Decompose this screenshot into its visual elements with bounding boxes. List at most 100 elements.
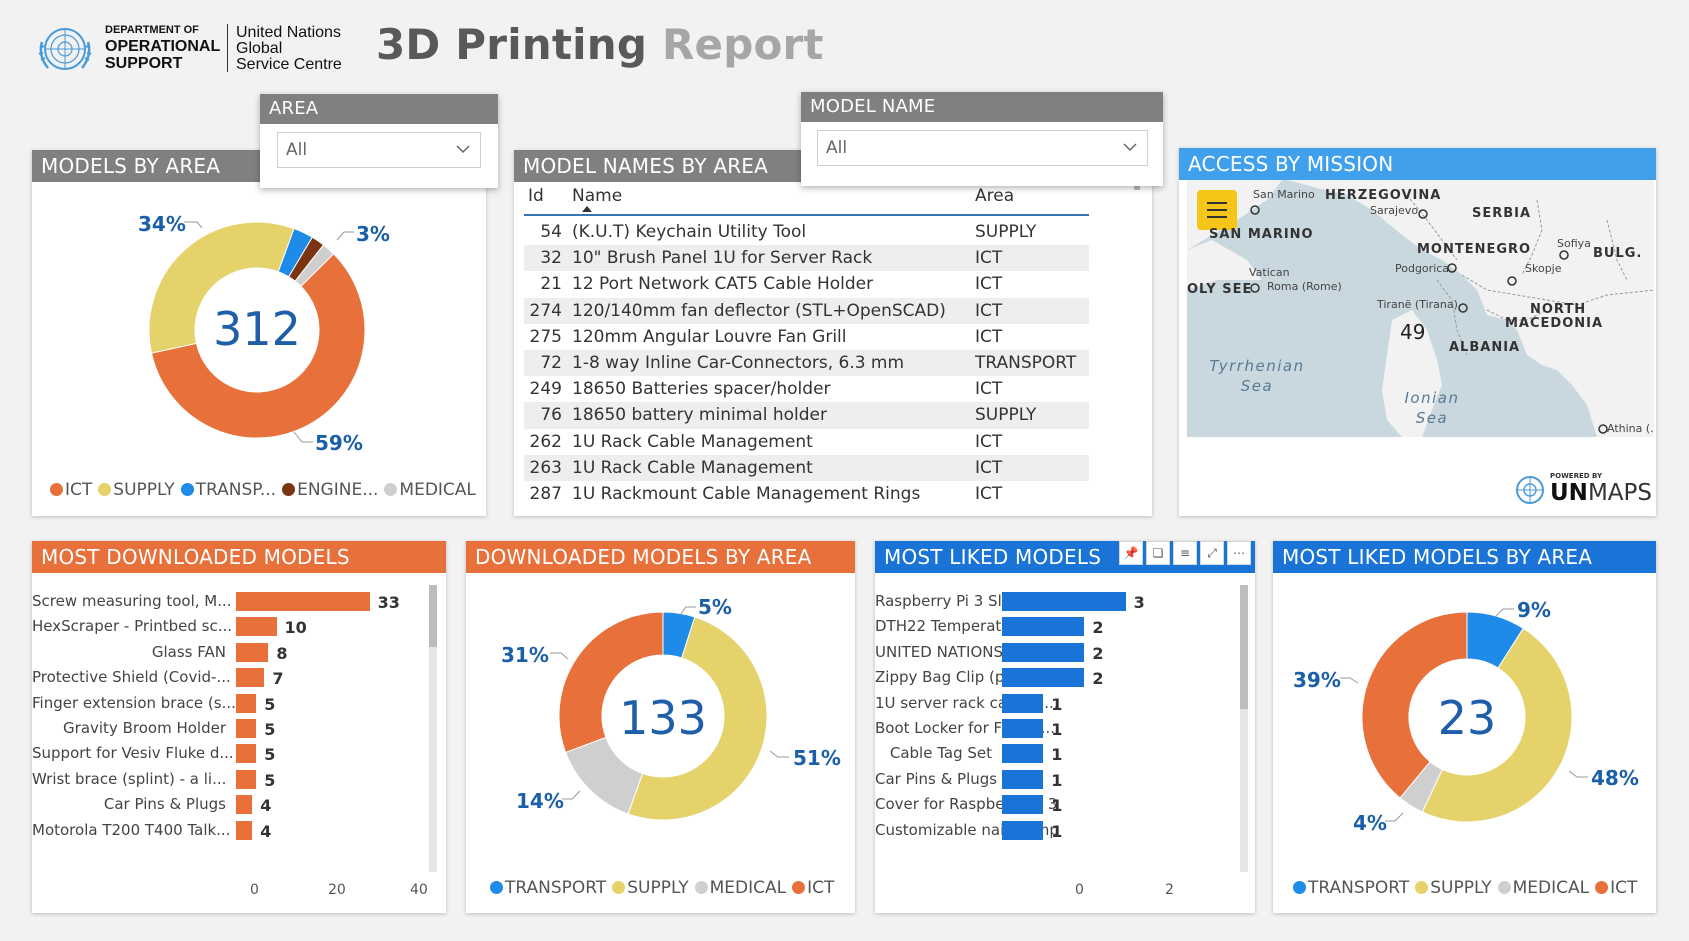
downloaded-total: 133 [619, 691, 707, 745]
legend-item-supply[interactable]: SUPPLY [98, 480, 175, 500]
bar-label: Zippy Bag Clip (print-i... [875, 668, 1054, 687]
bar[interactable] [236, 744, 257, 764]
bar[interactable] [236, 719, 257, 738]
table-row[interactable]: 32 10" Brush Panel 1U for Server Rack ICT [524, 245, 1089, 272]
bar[interactable] [236, 592, 370, 611]
table-row[interactable]: 72 1-8 way Inline Car-Connectors, 6.3 mm T… [524, 349, 1089, 377]
map-menu-button[interactable] [1197, 190, 1237, 230]
column-header-id[interactable]: Id [528, 186, 544, 206]
bar[interactable] [1002, 744, 1044, 764]
legend-item-supply[interactable]: SUPPLY [1415, 878, 1492, 898]
table-row[interactable]: 21 12 Port Network CAT5 Cable Holder ICT [524, 271, 1089, 297]
table-row[interactable]: 76 18650 battery minimal holder SUPPLY [524, 402, 1089, 429]
legend-item-engineering[interactable]: ENGINE... [282, 480, 378, 500]
bar[interactable] [236, 820, 253, 840]
bar[interactable] [236, 693, 257, 713]
bar-label: Cable Tag Set [889, 744, 992, 763]
legend-item-transport[interactable]: TRANSPORT [1293, 878, 1409, 898]
bar[interactable] [236, 769, 257, 789]
donut-slice-supply[interactable] [1421, 627, 1573, 823]
cell-name: 120mm Angular Louvre Fan Grill [572, 326, 847, 347]
legend-item-ict[interactable]: ICT [50, 480, 92, 500]
downloaded-by-area-donut[interactable] [553, 606, 773, 826]
bar[interactable] [236, 617, 277, 637]
pct-label-supply: 51% [793, 746, 841, 770]
focus-icon[interactable]: ⤢ [1200, 541, 1224, 565]
legend-item-medical[interactable]: MEDICAL [1497, 878, 1589, 898]
model-name-dropdown[interactable]: All [817, 130, 1148, 166]
most-downloaded-scrollbar[interactable] [429, 585, 437, 872]
cell-area: ICT [975, 483, 1003, 504]
bar[interactable] [1002, 795, 1044, 815]
table-row[interactable]: 274 120/140mm fan deflector (STL+OpenSCAD… [524, 297, 1089, 324]
un-globe-icon [1516, 476, 1544, 504]
liked-by-area-donut[interactable] [1356, 606, 1578, 828]
bar[interactable] [236, 668, 265, 688]
legend-label: ICT [807, 878, 835, 898]
legend-item-transport[interactable]: TRANSP... [180, 480, 276, 500]
models-by-area-leaders [184, 221, 354, 443]
cell-id: 32 [540, 248, 562, 269]
mission-map[interactable]: HERZEGOVINA SERBIA SAN MARINO MONTENEGRO… [1187, 180, 1654, 437]
models-by-area-donut[interactable] [142, 215, 372, 445]
legend-item-medical[interactable]: MEDICAL [694, 878, 786, 898]
map-city-vatican: Vatican [1249, 266, 1290, 279]
un-line-1: United Nations [236, 24, 341, 41]
column-header-name[interactable]: Name [572, 186, 623, 206]
column-header-area[interactable]: Area [975, 186, 1015, 206]
donut-slice-ict[interactable] [1361, 611, 1468, 799]
table-row[interactable]: 262 1U Rack Cable Management ICT [524, 429, 1089, 455]
pct-label-transport: 5% [698, 595, 732, 619]
table-row[interactable]: 263 1U Rack Cable Management ICT [524, 454, 1089, 481]
bar-value: 8 [276, 643, 288, 663]
copy-icon[interactable]: ❏ [1146, 541, 1170, 565]
most-liked-scrollbar[interactable] [1240, 585, 1248, 872]
map-label-serbia: SERBIA [1472, 206, 1532, 221]
bar[interactable] [1002, 769, 1044, 789]
cell-name: 1U Rackmount Cable Management Rings [572, 483, 921, 504]
bar-label: DTH22 Temperature a... [875, 617, 1055, 636]
bar-label: Gravity Broom Holder [63, 719, 226, 737]
models-by-area-legend: ICT SUPPLY TRANSP... ENGINE... MEDICAL [50, 480, 482, 500]
report-title-part2: Report [661, 20, 824, 69]
legend-item-ict[interactable]: ICT [792, 878, 834, 898]
bar-value: 1 [1051, 821, 1063, 841]
cell-name: 18650 Batteries spacer/holder [572, 379, 831, 400]
model-name-slicer: MODEL NAME All [801, 92, 1163, 186]
donut-slice-supply[interactable] [148, 221, 295, 354]
table-row[interactable]: 287 1U Rackmount Cable Management Rings IC… [524, 481, 1089, 507]
unmaps-un: UN [1550, 480, 1588, 506]
legend-item-supply[interactable]: SUPPLY [612, 878, 689, 898]
bar[interactable] [236, 795, 253, 815]
mission-marker-value[interactable]: 49 [1400, 320, 1426, 344]
bar[interactable] [1002, 668, 1085, 688]
filter-icon[interactable]: ≡ [1173, 541, 1197, 565]
bar[interactable] [1002, 719, 1044, 738]
model-name-dropdown-value: All [826, 138, 848, 158]
bar[interactable] [1002, 642, 1085, 662]
bar[interactable] [1002, 693, 1044, 713]
legend-item-ict[interactable]: ICT [1595, 878, 1637, 898]
donut-slice-ict[interactable] [558, 611, 664, 754]
models-total: 312 [213, 302, 301, 356]
table-row[interactable]: 249 18650 Batteries spacer/holder ICT [524, 376, 1089, 402]
bar[interactable] [1002, 820, 1044, 840]
cell-area: ICT [975, 274, 1003, 295]
bar[interactable] [1002, 617, 1085, 637]
bar[interactable] [236, 642, 269, 662]
access-by-mission-title: ACCESS BY MISSION [1179, 148, 1656, 180]
legend-item-medical[interactable]: MEDICAL [384, 480, 476, 500]
table-row[interactable]: 54 (K.U.T) Keychain Utility Tool SUPPLY [524, 219, 1089, 245]
bar[interactable] [1002, 592, 1126, 611]
donut-slice-supply[interactable] [627, 616, 768, 821]
table-scrollbar[interactable] [1134, 184, 1140, 190]
bar-label: Support for Vesiv Fluke d... [32, 744, 234, 763]
area-dropdown[interactable]: All [277, 132, 481, 168]
more-icon[interactable]: ⋯ [1227, 541, 1251, 565]
pin-icon[interactable]: 📌 [1119, 541, 1143, 565]
legend-item-transport[interactable]: TRANSPORT [490, 878, 606, 898]
dept-line-3: SUPPORT [105, 55, 183, 72]
donut-slice-ict[interactable] [150, 253, 366, 439]
bar-value: 5 [264, 720, 276, 739]
table-row[interactable]: 275 120mm Angular Louvre Fan Grill ICT [524, 324, 1089, 350]
